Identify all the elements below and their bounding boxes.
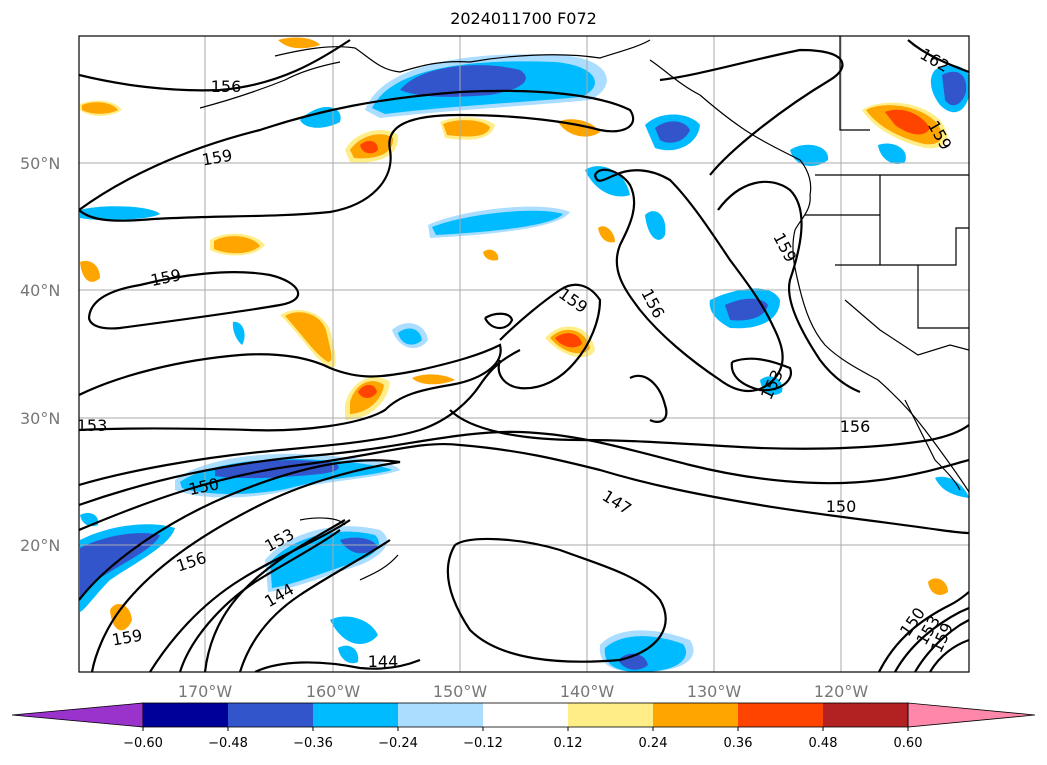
lon-label: 120°W <box>814 682 869 701</box>
colorbar-swatch <box>738 703 823 727</box>
lat-label: 20°N <box>20 536 60 555</box>
contour-label: 156 <box>840 417 871 436</box>
height-contours <box>79 39 969 672</box>
contour-label: 156 <box>211 77 242 96</box>
colorbar-tick-label: 0.48 <box>809 736 838 751</box>
colorbar-min-arrow <box>11 702 144 728</box>
map-title: 2024011700 F072 <box>450 9 597 28</box>
colorbar-tick-label: −0.24 <box>378 736 418 751</box>
colorbar-swatch <box>483 703 568 727</box>
colorbar-swatch <box>143 703 228 727</box>
lon-label: 140°W <box>560 682 615 701</box>
colorbar-tick-label: 0.60 <box>894 736 923 751</box>
graticule <box>79 36 969 672</box>
lon-label: 170°W <box>178 682 233 701</box>
colorbar-swatch <box>228 703 313 727</box>
colorbar-max-arrow <box>907 702 1036 728</box>
colorbar-swatch <box>653 703 738 727</box>
colorbar-tick-label: −0.36 <box>293 736 333 751</box>
colorbar-tick-label: 0.24 <box>639 736 668 751</box>
colorbar-swatch <box>568 703 653 727</box>
colorbar-swatch <box>398 703 483 727</box>
lat-label: 40°N <box>20 281 60 300</box>
longitude-labels: 170°W 160°W 150°W 140°W 130°W 120°W <box>178 682 869 701</box>
colorbar: −0.60 −0.48 −0.36 −0.24 −0.12 0.12 0.24 0.36 0.4… <box>11 702 1036 751</box>
lat-label: 50°N <box>20 154 60 173</box>
latitude-labels: 50°N 40°N 30°N 20°N <box>20 154 60 555</box>
map-frame <box>78 35 970 673</box>
lon-label: 160°W <box>306 682 361 701</box>
colorbar-swatch <box>823 703 908 727</box>
colorbar-frame <box>142 702 909 728</box>
colorbar-tick-label: 0.36 <box>724 736 753 751</box>
contour-label: 144 <box>368 652 399 671</box>
colorbar-swatch <box>313 703 398 727</box>
lon-label: 150°W <box>433 682 488 701</box>
contour-label: 153 <box>77 416 108 435</box>
lon-label: 130°W <box>687 682 742 701</box>
colorbar-tick-label: −0.48 <box>208 736 248 751</box>
contour-label: 150 <box>826 497 857 516</box>
colorbar-tick-label: −0.12 <box>463 736 503 751</box>
lat-label: 30°N <box>20 409 60 428</box>
map-plot-area: 156 159 159 153 150 153 156 144 159 144 … <box>77 36 969 672</box>
colorbar-tick-label: −0.60 <box>123 736 163 751</box>
coastlines <box>199 36 969 581</box>
shaded-anomalies <box>80 37 969 672</box>
colorbar-tick-label: 0.12 <box>554 736 583 751</box>
